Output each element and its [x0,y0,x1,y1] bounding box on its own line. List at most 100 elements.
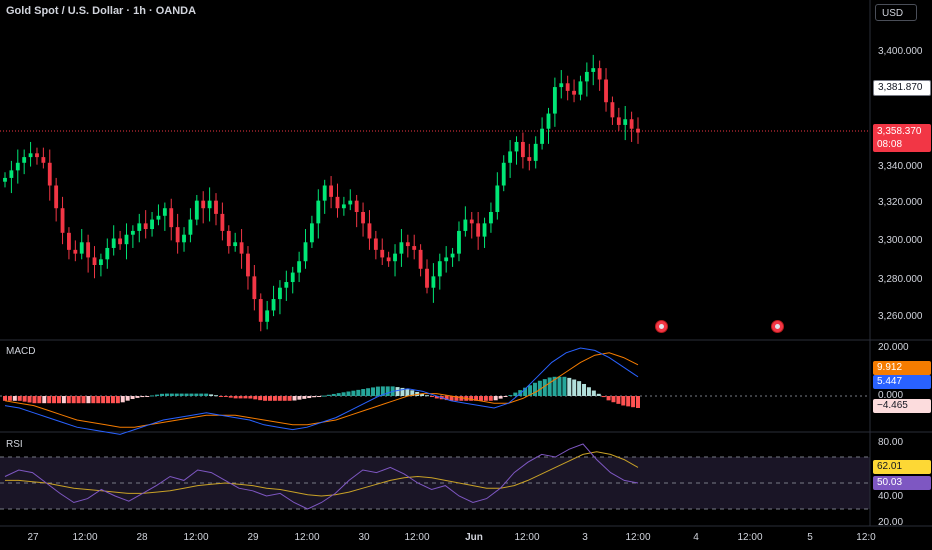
time-axis-label: 29 [247,532,259,543]
candle-body [591,68,596,72]
time-axis-label: 28 [136,532,148,543]
macd-histogram-bar [631,396,636,408]
candle-body [489,212,493,224]
candle-body [361,212,365,224]
candle-body [412,246,417,250]
macd-histogram-bar [135,396,140,398]
macd-histogram-bar [258,396,263,401]
candle-body [258,299,263,322]
macd-histogram-bar [164,393,169,396]
candle-body [476,223,481,237]
macd-histogram-bar [27,396,32,403]
macd-histogram-bar [223,396,228,397]
macd-histogram-bar [56,396,61,404]
macd-histogram-bar [523,387,528,396]
candle-body [111,238,116,248]
candle-body [150,219,154,230]
candle-body [450,253,455,258]
candle-body [79,242,84,254]
candle-body [47,162,52,186]
macd-histogram-bar [71,396,76,404]
macd-histogram-bar [214,395,218,397]
macd-histogram-bar [537,380,542,396]
us-flag-event-icon[interactable] [655,320,668,333]
macd-histogram-bar [405,388,410,396]
candle-body [322,185,327,201]
currency-selector[interactable]: USD [875,4,917,21]
candle-body [616,117,621,125]
candle-body [226,230,231,247]
macd-histogram-bar [233,396,238,399]
candle-body [297,261,302,273]
candle-body [610,102,615,118]
macd-histogram-bar [341,392,346,396]
macd-histogram-bar [371,387,376,396]
candle-body [559,83,564,88]
rsi-ma-value: 62.01 [873,460,931,474]
macd-histogram-bar [513,392,518,396]
candle-body [169,208,174,228]
macd-histogram-bar [140,396,145,398]
candle-body [514,141,519,152]
macd-histogram-bar [199,393,204,396]
macd-histogram-bar [478,396,483,401]
candle-body [143,223,148,230]
candle-body [233,242,238,247]
macd-tick: 0.000 [878,390,904,401]
candle-body [520,141,525,158]
candle-body [73,249,78,254]
candle-body [194,200,199,220]
us-flag-event-icon[interactable] [771,320,784,333]
macd-histogram-bar [346,391,351,396]
candle-body [533,143,538,161]
macd-histogram-bar [145,396,150,397]
macd-histogram-bar [336,393,341,396]
candle-body [284,282,289,288]
candle-body [9,170,14,178]
macd-histogram-bar [606,396,611,401]
macd-histogram-bar [577,381,582,396]
macd-histogram-bar [297,396,302,400]
macd-histogram-bar [567,377,572,396]
candle-body [201,200,206,209]
macd-histogram-bar [582,383,587,396]
macd-histogram-bar [155,394,160,396]
macd-histogram-bar [228,396,233,398]
macd-histogram-bar [410,390,415,396]
macd-histogram-bar [586,387,591,396]
macd-histogram-bar [542,379,547,396]
candle-body [354,200,359,212]
macd-histogram-bar [52,396,57,404]
macd-histogram-bar [76,396,81,404]
macd-line-value: 5.447 [873,375,931,389]
macd-histogram-bar [636,396,640,408]
macd-histogram-bar [179,393,184,396]
candle-body [341,204,346,209]
macd-histogram-bar [474,396,479,401]
candle-body [469,219,474,224]
candle-body [214,200,218,214]
rsi-tick: 80.00 [878,437,904,448]
candle-body [239,242,244,254]
symbol-title[interactable]: Gold Spot / U.S. Dollar · 1h · OANDA [6,5,197,17]
time-axis-label: 4 [693,532,699,543]
macd-histogram-bar [91,396,96,404]
rsi-label[interactable]: RSI [6,439,23,450]
macd-label[interactable]: MACD [6,346,36,357]
candle-body [54,185,59,209]
macd-histogram-bar [503,396,508,398]
price-tick: 3,340.000 [878,161,923,172]
price-tick: 3,260.000 [878,311,923,322]
rsi-ma-line [5,451,639,497]
macd-histogram-bar [209,394,214,396]
candle-body [373,238,378,250]
candle-body [28,153,33,158]
macd-histogram-bar [547,377,552,396]
time-axis-label: Jun [465,532,483,543]
time-axis-label: 12:00 [625,532,651,543]
macd-histogram-bar [361,389,366,396]
candle-body [105,247,110,260]
candle-body [309,223,314,243]
macd-histogram-bar [267,396,272,401]
